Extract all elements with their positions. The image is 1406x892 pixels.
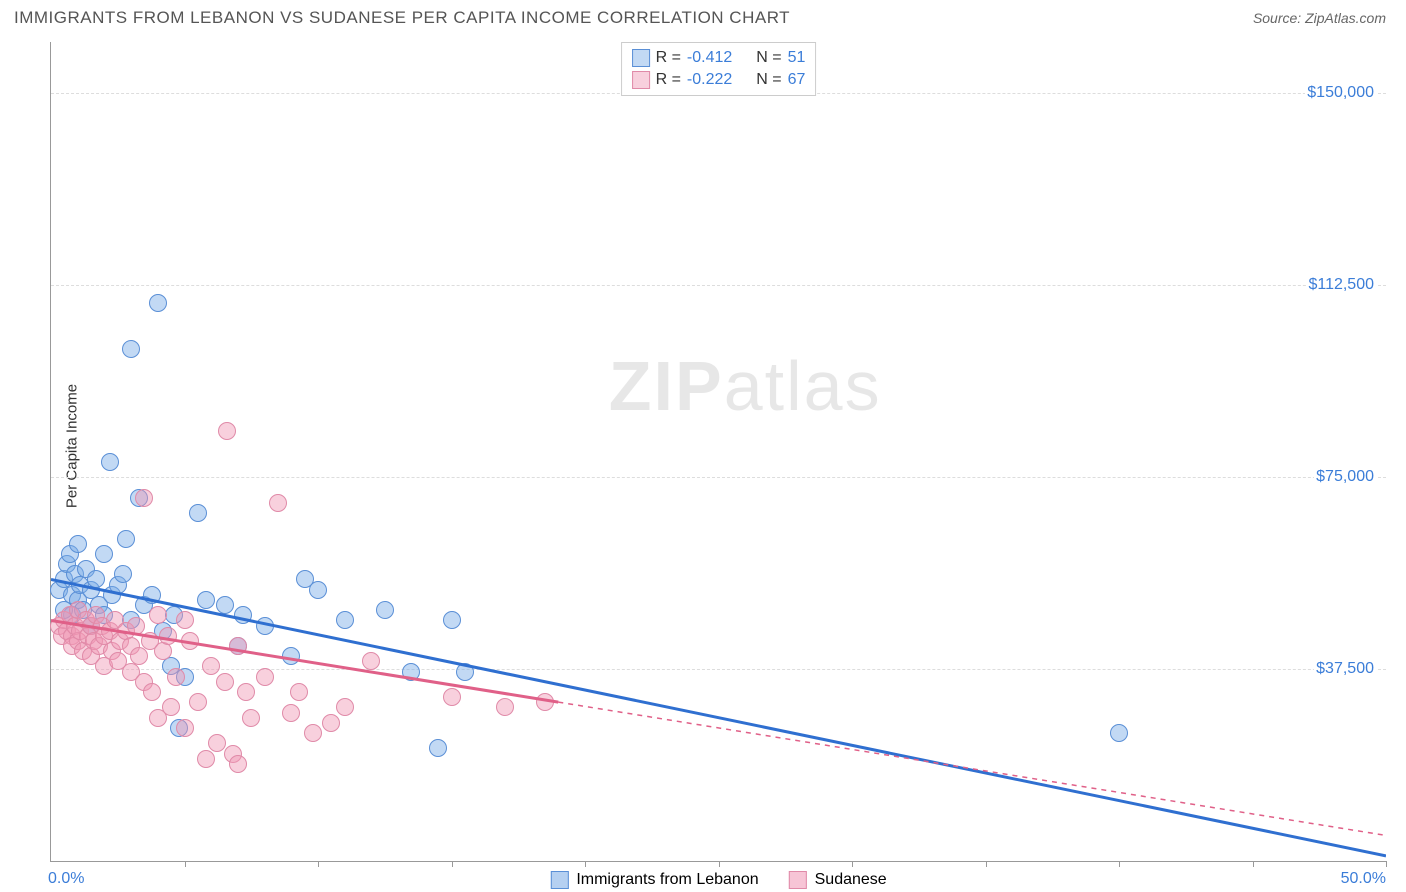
data-point — [443, 611, 461, 629]
data-point — [114, 565, 132, 583]
data-point — [1110, 724, 1128, 742]
gridline — [51, 669, 1386, 670]
data-point — [149, 606, 167, 624]
data-point — [443, 688, 461, 706]
data-point — [290, 683, 308, 701]
data-point — [304, 724, 322, 742]
data-point — [229, 755, 247, 773]
gridline — [51, 477, 1386, 478]
x-tick — [986, 861, 987, 867]
legend-row: R = -0.222 N = 67 — [632, 69, 806, 91]
y-tick-label: $112,500 — [1306, 276, 1376, 294]
x-tick — [185, 861, 186, 867]
data-point — [189, 504, 207, 522]
data-point — [143, 586, 161, 604]
data-point — [127, 617, 145, 635]
legend-r-label: R = — [656, 71, 681, 89]
data-point — [336, 611, 354, 629]
legend-swatch — [632, 49, 650, 67]
x-tick — [719, 861, 720, 867]
legend-swatch — [632, 71, 650, 89]
data-point — [87, 570, 105, 588]
data-point — [376, 601, 394, 619]
x-tick — [1386, 861, 1387, 867]
legend-r-label: R = — [656, 49, 681, 67]
data-point — [216, 673, 234, 691]
data-point — [536, 693, 554, 711]
legend-row: R = -0.412 N = 51 — [632, 47, 806, 69]
correlation-legend: R = -0.412 N = 51 R = -0.222 N = 67 — [621, 42, 817, 96]
data-point — [429, 739, 447, 757]
data-point — [189, 693, 207, 711]
data-point — [309, 581, 327, 599]
data-point — [402, 663, 420, 681]
data-point — [95, 545, 113, 563]
data-point — [135, 489, 153, 507]
data-point — [229, 637, 247, 655]
x-tick — [1119, 861, 1120, 867]
y-tick-label: $75,000 — [1314, 468, 1376, 486]
data-point — [234, 606, 252, 624]
data-point — [336, 698, 354, 716]
data-point — [197, 750, 215, 768]
y-tick-label: $37,500 — [1314, 660, 1376, 678]
x-tick — [452, 861, 453, 867]
data-point — [159, 627, 177, 645]
gridline — [51, 285, 1386, 286]
legend-item: Sudanese — [789, 871, 887, 889]
data-point — [143, 683, 161, 701]
legend-n-label: N = — [756, 71, 781, 89]
y-tick-label: $150,000 — [1305, 84, 1376, 102]
x-tick — [585, 861, 586, 867]
data-point — [176, 719, 194, 737]
data-point — [69, 535, 87, 553]
data-point — [176, 611, 194, 629]
data-point — [208, 734, 226, 752]
legend-item: Immigrants from Lebanon — [550, 871, 758, 889]
data-point — [167, 668, 185, 686]
data-point — [181, 632, 199, 650]
x-axis-max-label: 50.0% — [1341, 870, 1386, 888]
data-point — [216, 596, 234, 614]
data-point — [362, 652, 380, 670]
legend-n-label: N = — [756, 49, 781, 67]
data-point — [218, 422, 236, 440]
x-tick — [1253, 861, 1254, 867]
legend-label: Immigrants from Lebanon — [576, 871, 758, 889]
legend-swatch — [789, 871, 807, 889]
data-point — [237, 683, 255, 701]
legend-n-value: 51 — [788, 49, 806, 67]
data-point — [162, 698, 180, 716]
chart-title: IMMIGRANTS FROM LEBANON VS SUDANESE PER … — [14, 8, 790, 28]
data-point — [256, 617, 274, 635]
data-point — [130, 647, 148, 665]
x-axis-min-label: 0.0% — [48, 870, 84, 888]
data-point — [322, 714, 340, 732]
data-point — [269, 494, 287, 512]
legend-r-value: -0.222 — [687, 71, 732, 89]
legend-n-value: 67 — [788, 71, 806, 89]
data-point — [496, 698, 514, 716]
data-point — [202, 657, 220, 675]
data-point — [282, 704, 300, 722]
source-label: Source: ZipAtlas.com — [1253, 10, 1386, 26]
series-legend: Immigrants from Lebanon Sudanese — [550, 871, 886, 889]
data-point — [282, 647, 300, 665]
data-point — [117, 530, 135, 548]
data-point — [256, 668, 274, 686]
x-tick — [852, 861, 853, 867]
x-tick — [318, 861, 319, 867]
data-point — [197, 591, 215, 609]
data-point — [242, 709, 260, 727]
legend-r-value: -0.412 — [687, 49, 732, 67]
chart-plot-area: ZIPatlas $37,500$75,000$112,500$150,000 … — [50, 42, 1386, 862]
data-point — [456, 663, 474, 681]
data-point — [149, 294, 167, 312]
legend-swatch — [550, 871, 568, 889]
data-point — [101, 453, 119, 471]
legend-label: Sudanese — [815, 871, 887, 889]
data-point — [154, 642, 172, 660]
data-point — [122, 340, 140, 358]
